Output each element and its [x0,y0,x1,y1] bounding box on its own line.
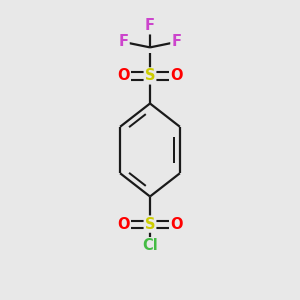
Text: O: O [170,217,183,232]
Text: S: S [145,68,155,83]
Text: O: O [117,68,130,83]
Text: F: F [118,34,129,50]
Text: S: S [145,217,155,232]
Text: O: O [170,68,183,83]
Text: O: O [117,217,130,232]
Text: Cl: Cl [142,238,158,253]
Text: F: F [145,18,155,33]
Text: F: F [171,34,182,50]
